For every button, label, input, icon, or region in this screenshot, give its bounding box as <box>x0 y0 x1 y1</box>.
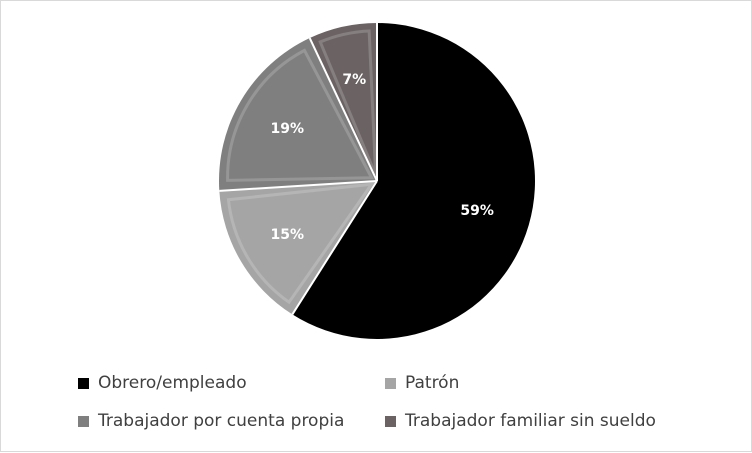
data-label-4: 7% <box>342 72 366 88</box>
legend-swatch <box>385 377 396 389</box>
pie-slice-bevel-2 <box>226 182 375 305</box>
legend-item-patron: Patrón <box>385 373 459 393</box>
data-label-3: 19% <box>270 121 304 137</box>
slice-separator <box>219 180 378 192</box>
pie-slice-1 <box>292 23 536 339</box>
pie-slice-bevel-4 <box>318 29 378 176</box>
legend-item-obrero: Obrero/empleado <box>78 373 247 393</box>
legend-label: Obrero/empleado <box>98 373 247 393</box>
slice-separator <box>291 180 378 315</box>
legend-item-cuenta-propia: Trabajador por cuenta propia <box>78 411 344 431</box>
pie-slices <box>219 23 536 339</box>
slice-separator <box>308 37 378 182</box>
data-label-2: 15% <box>270 227 304 243</box>
legend-label: Trabajador familiar sin sueldo <box>405 411 656 431</box>
legend-swatch <box>385 415 396 427</box>
pie-slice-2 <box>219 181 377 315</box>
data-label-1: 59% <box>460 203 494 219</box>
legend-item-familiar: Trabajador familiar sin sueldo <box>385 411 656 431</box>
pie-slice-4 <box>309 23 377 181</box>
legend-label: Patrón <box>405 373 460 393</box>
legend-swatch <box>78 377 89 389</box>
pie-slice-3 <box>219 38 377 191</box>
legend-label: Trabajador por cuenta propia <box>98 411 345 431</box>
pie-data-labels: 59% 15% 19% 7% <box>270 72 493 243</box>
pie-slice-bevel-3 <box>226 48 375 182</box>
legend-swatch <box>78 415 89 427</box>
